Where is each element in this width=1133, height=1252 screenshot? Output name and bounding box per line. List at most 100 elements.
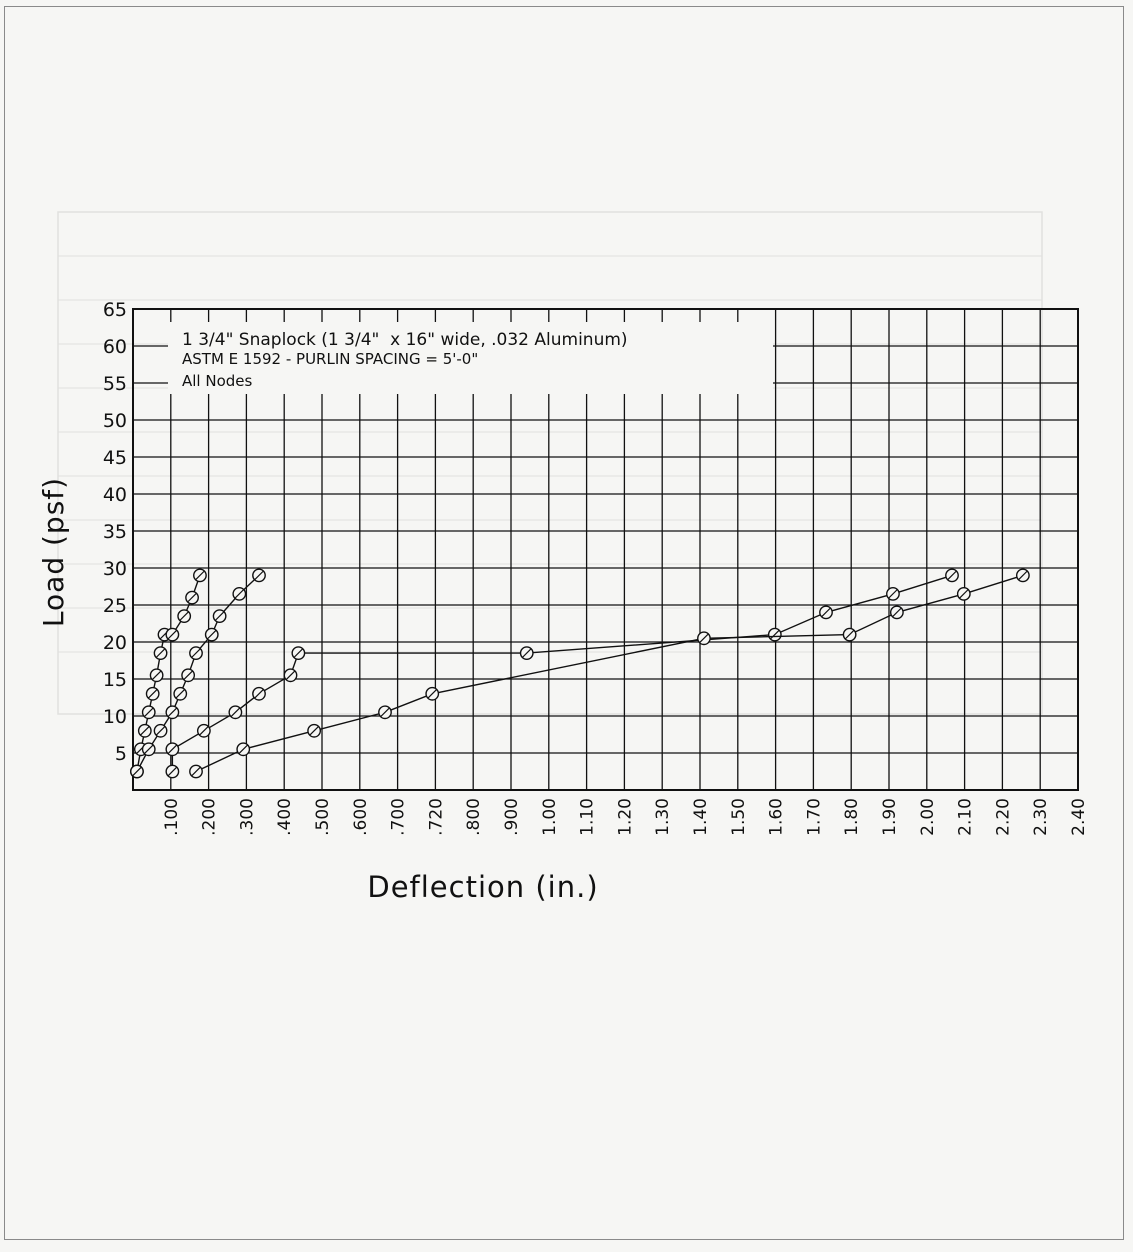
x-tick-label: 1.80 bbox=[842, 798, 862, 836]
y-tick-label: 10 bbox=[103, 706, 127, 728]
plot-frame bbox=[132, 308, 1079, 791]
point-slash bbox=[293, 648, 304, 658]
point-slash bbox=[380, 707, 390, 718]
point-slash bbox=[1018, 570, 1028, 581]
x-axis-label: Deflection (in.) bbox=[367, 870, 598, 904]
x-tick-label: 1.20 bbox=[615, 798, 635, 836]
data-point bbox=[889, 605, 904, 620]
chart-title-line-2: ASTM E 1592 - PURLIN SPACING = 5'-0" bbox=[182, 350, 478, 368]
data-series bbox=[189, 568, 1030, 779]
x-tick-label: 1.00 bbox=[540, 798, 560, 836]
x-tick-label: .100 bbox=[162, 798, 182, 836]
x-tick-label: .400 bbox=[275, 798, 295, 836]
data-point bbox=[130, 764, 144, 779]
point-slash bbox=[238, 744, 249, 755]
data-point bbox=[189, 646, 203, 660]
x-tick-label: .600 bbox=[351, 798, 371, 836]
point-slash bbox=[139, 725, 150, 736]
x-tick-label: .200 bbox=[200, 798, 220, 836]
data-point bbox=[193, 568, 207, 583]
point-slash bbox=[844, 629, 855, 640]
point-slash bbox=[167, 744, 178, 755]
tick-labels: 5 10 15 20 25 30 35 40 45 50 55 60 65 .100 .200 .300 .40… bbox=[103, 299, 1089, 836]
y-tick-label: 65 bbox=[103, 299, 127, 321]
data-series bbox=[165, 568, 207, 642]
data-point bbox=[173, 686, 188, 701]
data-point bbox=[425, 686, 440, 701]
y-tick-label: 45 bbox=[103, 447, 127, 469]
point-slash bbox=[821, 607, 831, 618]
point-slash bbox=[151, 670, 162, 681]
point-slash bbox=[155, 725, 166, 736]
x-tick-label: 1.10 bbox=[578, 798, 598, 836]
x-tick-label: 2.30 bbox=[1031, 798, 1051, 836]
data-point bbox=[307, 723, 322, 738]
x-tick-label: 2.10 bbox=[956, 798, 976, 836]
point-slash bbox=[521, 648, 532, 658]
data-point bbox=[141, 705, 156, 720]
point-slash bbox=[167, 766, 178, 777]
x-tick-label: .300 bbox=[237, 798, 257, 836]
point-slash bbox=[769, 629, 780, 640]
point-slash bbox=[699, 633, 709, 644]
point-slash bbox=[191, 648, 201, 658]
point-slash bbox=[309, 725, 319, 736]
data-point bbox=[153, 723, 168, 738]
chart-title-line-1: 1 3/4" Snaplock (1 3/4" x 16" wide, .032… bbox=[182, 330, 628, 350]
data-point bbox=[153, 646, 168, 660]
point-slash bbox=[187, 592, 197, 603]
x-tick-label: 1.40 bbox=[691, 798, 711, 836]
data-point bbox=[956, 587, 971, 601]
x-tick-label: 2.20 bbox=[993, 798, 1013, 836]
point-slash bbox=[234, 589, 245, 599]
point-slash bbox=[167, 629, 178, 640]
x-tick-label: 2.40 bbox=[1069, 798, 1089, 836]
x-tick-label: .800 bbox=[464, 798, 484, 836]
x-tick-label: 1.30 bbox=[653, 798, 673, 836]
chart-title-line-3: All Nodes bbox=[182, 372, 253, 390]
series-line bbox=[171, 575, 201, 635]
x-tick-label: 1.90 bbox=[880, 798, 900, 836]
data-point bbox=[886, 587, 900, 601]
point-slash bbox=[199, 725, 209, 736]
data-point bbox=[819, 605, 833, 620]
point-slash bbox=[254, 570, 264, 581]
data-point bbox=[697, 631, 711, 646]
point-slash bbox=[254, 688, 264, 699]
data-series bbox=[130, 568, 266, 779]
data-point bbox=[145, 686, 160, 701]
point-slash bbox=[206, 629, 217, 640]
data-point bbox=[291, 646, 306, 660]
ghost-image bbox=[57, 211, 1043, 715]
plot-border bbox=[132, 308, 1079, 791]
page-border bbox=[4, 6, 1124, 1240]
data-point bbox=[181, 668, 196, 683]
point-slash bbox=[147, 688, 158, 699]
point-slash bbox=[214, 611, 225, 621]
y-tick-label: 35 bbox=[103, 521, 127, 543]
y-tick-label: 20 bbox=[103, 632, 127, 654]
point-slash bbox=[191, 766, 201, 777]
point-slash bbox=[892, 607, 902, 618]
data-series bbox=[165, 568, 959, 779]
data-point bbox=[842, 627, 857, 642]
x-tick-label: .700 bbox=[389, 798, 409, 836]
x-tick-label: .500 bbox=[313, 798, 333, 836]
point-slash bbox=[427, 688, 438, 699]
data-point bbox=[519, 646, 534, 660]
point-slash bbox=[888, 589, 898, 599]
y-tick-label: 60 bbox=[103, 336, 127, 358]
data-point bbox=[137, 723, 152, 738]
data-point bbox=[149, 668, 164, 683]
y-tick-label: 30 bbox=[103, 558, 127, 580]
point-slash bbox=[947, 570, 957, 581]
data-point bbox=[165, 764, 180, 779]
point-slash bbox=[285, 670, 296, 681]
data-point bbox=[185, 590, 199, 605]
y-tick-label: 55 bbox=[103, 373, 127, 395]
point-slash bbox=[179, 611, 190, 621]
data-point bbox=[767, 627, 782, 642]
data-point bbox=[177, 609, 192, 623]
